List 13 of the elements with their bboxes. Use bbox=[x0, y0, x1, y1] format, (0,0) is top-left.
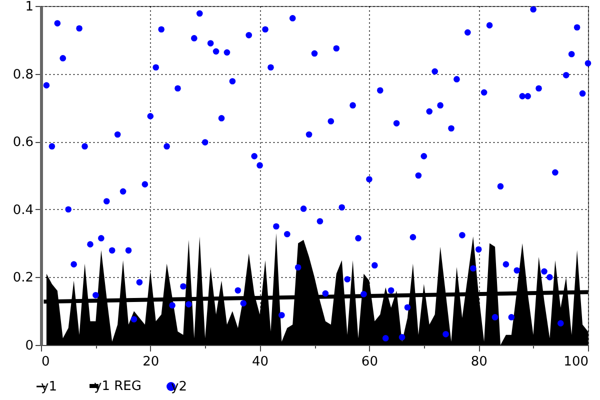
x-tick-label: 80 bbox=[470, 354, 488, 370]
y-tick-label: 0.6 bbox=[12, 135, 34, 150]
x-tick-label: 40 bbox=[252, 354, 269, 370]
x-tick-label: 100 bbox=[564, 354, 588, 370]
legend-label: y1 bbox=[41, 380, 57, 394]
y-tick-label: 1 bbox=[25, 0, 34, 14]
x-tick-label: 60 bbox=[361, 354, 378, 370]
y-tick-label: 0 bbox=[25, 338, 34, 354]
y-tick-label: 0.2 bbox=[12, 270, 34, 286]
x-tick-label: 0 bbox=[42, 354, 50, 370]
y-tick-label: 0.4 bbox=[12, 202, 34, 218]
y-tick-label: 0.8 bbox=[12, 67, 34, 82]
x-tick-label: 20 bbox=[142, 354, 160, 370]
